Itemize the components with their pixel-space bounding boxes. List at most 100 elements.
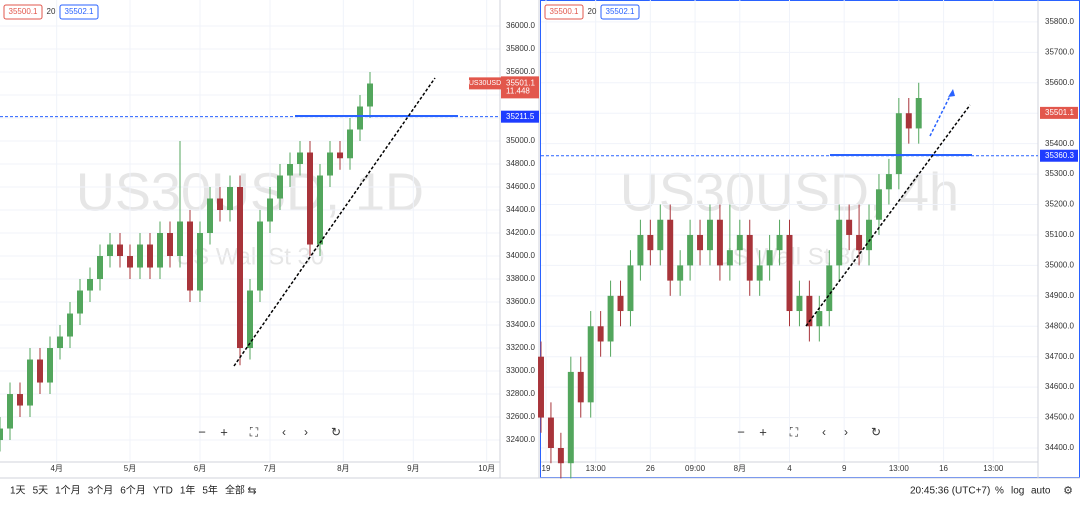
price-line-tag bbox=[1040, 149, 1078, 162]
candle-body bbox=[187, 221, 193, 291]
range-button[interactable]: 1个月 bbox=[55, 485, 81, 497]
countdown: 11.448 bbox=[506, 86, 530, 95]
candle-body bbox=[137, 244, 143, 268]
x-tick-label: 9 bbox=[842, 464, 847, 473]
y-tick-label: 33200.0 bbox=[506, 343, 535, 352]
trend-line bbox=[805, 104, 971, 327]
candle-body bbox=[547, 417, 554, 448]
candle-body bbox=[826, 265, 833, 312]
candle-body bbox=[77, 290, 83, 314]
candle-body bbox=[597, 326, 604, 342]
candle-body bbox=[627, 265, 634, 312]
log-button[interactable]: log bbox=[1011, 486, 1024, 497]
candle-body bbox=[307, 152, 313, 245]
scroll-left[interactable]: ‹ bbox=[282, 425, 286, 439]
bid-chip[interactable] bbox=[544, 4, 584, 20]
candle-body bbox=[227, 187, 233, 211]
zoom-out[interactable]: − bbox=[198, 424, 206, 439]
drawings bbox=[233, 77, 972, 367]
last-price-tag bbox=[501, 76, 539, 99]
zoom-in[interactable]: + bbox=[759, 424, 767, 439]
candle-body bbox=[67, 313, 73, 337]
candle-body bbox=[836, 219, 843, 266]
candle-body bbox=[816, 311, 823, 327]
candle-body bbox=[866, 219, 873, 251]
symbol-tag bbox=[469, 77, 501, 90]
y-tick-label: 35700.0 bbox=[1045, 47, 1074, 56]
scroll-right[interactable]: › bbox=[844, 425, 848, 439]
candle-body bbox=[637, 234, 644, 266]
bid-chip[interactable] bbox=[3, 4, 43, 20]
y-tick-label: 33000.0 bbox=[506, 366, 535, 375]
compare-icon[interactable]: ⇆ bbox=[247, 485, 256, 497]
candle-body bbox=[327, 152, 333, 176]
y-tick-label: 34800.0 bbox=[506, 159, 535, 168]
zoom-out[interactable]: − bbox=[737, 424, 745, 439]
candle-body bbox=[736, 234, 743, 251]
range-button[interactable]: 1天 bbox=[10, 486, 26, 497]
range-button[interactable]: YTD bbox=[153, 486, 173, 497]
ask: 35502.1 bbox=[606, 7, 635, 16]
trend-line bbox=[233, 77, 436, 367]
y-tick-label: 32800.0 bbox=[506, 389, 535, 398]
ask-chip[interactable] bbox=[600, 4, 640, 20]
candle-body bbox=[207, 198, 213, 234]
y-tick-label: 35800.0 bbox=[506, 44, 535, 53]
settings-icon[interactable]: ⚙ bbox=[1063, 485, 1073, 497]
candle-body bbox=[257, 221, 263, 291]
range-button[interactable]: 3个月 bbox=[88, 485, 114, 497]
y-tick-label: 32600.0 bbox=[506, 412, 535, 421]
x-tick-label: 26 bbox=[646, 464, 655, 473]
candle-body bbox=[47, 348, 53, 383]
candle-body bbox=[647, 234, 654, 251]
candle-body bbox=[357, 106, 363, 130]
candle-body bbox=[97, 256, 103, 280]
candle-body bbox=[117, 244, 123, 257]
candle-body bbox=[197, 233, 203, 291]
candle-body bbox=[247, 290, 253, 349]
price-line-label: 35211.5 bbox=[506, 112, 535, 121]
x-tick-label: 13:00 bbox=[889, 464, 910, 473]
scroll-left[interactable]: ‹ bbox=[822, 425, 826, 439]
range-button[interactable]: 5年 bbox=[202, 484, 218, 497]
x-tick-label: 8月 bbox=[337, 464, 349, 473]
range-button[interactable]: 6个月 bbox=[120, 485, 146, 497]
candle-body bbox=[577, 371, 584, 403]
x-tick-label: 10月 bbox=[478, 464, 495, 473]
ask-chip[interactable] bbox=[59, 4, 99, 20]
candle-body bbox=[677, 265, 684, 281]
candle-body bbox=[716, 219, 723, 266]
candle-body bbox=[317, 175, 323, 245]
reset[interactable]: ↻ bbox=[331, 425, 341, 439]
candle-body bbox=[806, 295, 813, 327]
y-tick-label: 36000.0 bbox=[506, 21, 535, 30]
candle-body bbox=[347, 129, 353, 159]
y-tick-label: 35300.0 bbox=[1045, 169, 1074, 178]
price-line-tag bbox=[501, 110, 539, 123]
percent-button[interactable]: % bbox=[995, 486, 1004, 497]
range-button[interactable]: 全部 bbox=[225, 484, 245, 497]
candle-body bbox=[875, 189, 882, 220]
fit[interactable]: ⛶ bbox=[249, 425, 259, 439]
range-button[interactable]: 5天 bbox=[33, 486, 49, 497]
zoom-in[interactable]: + bbox=[220, 424, 228, 439]
candle-body bbox=[157, 233, 163, 268]
y-tick-label: 34400.0 bbox=[506, 205, 535, 214]
auto-button[interactable]: auto bbox=[1031, 486, 1051, 497]
candle-body bbox=[885, 174, 892, 190]
fit[interactable]: ⛶ bbox=[789, 425, 799, 439]
candle-body bbox=[287, 164, 293, 176]
last-price-label: 35501.1 bbox=[506, 78, 535, 87]
price-line-label: 35360.3 bbox=[1045, 151, 1074, 160]
x-tick-label: 5月 bbox=[124, 464, 136, 473]
range-button[interactable]: 1年 bbox=[180, 484, 196, 497]
scroll-right[interactable]: › bbox=[304, 425, 308, 439]
spread: 20 bbox=[588, 7, 597, 16]
y-tick-label: 35000.0 bbox=[506, 136, 535, 145]
candle-body bbox=[27, 359, 33, 406]
x-tick-label: 8月 bbox=[734, 464, 746, 473]
candle-body bbox=[796, 295, 803, 312]
reset[interactable]: ↻ bbox=[871, 425, 881, 439]
last-price-label: 35501.1 bbox=[1045, 108, 1074, 117]
